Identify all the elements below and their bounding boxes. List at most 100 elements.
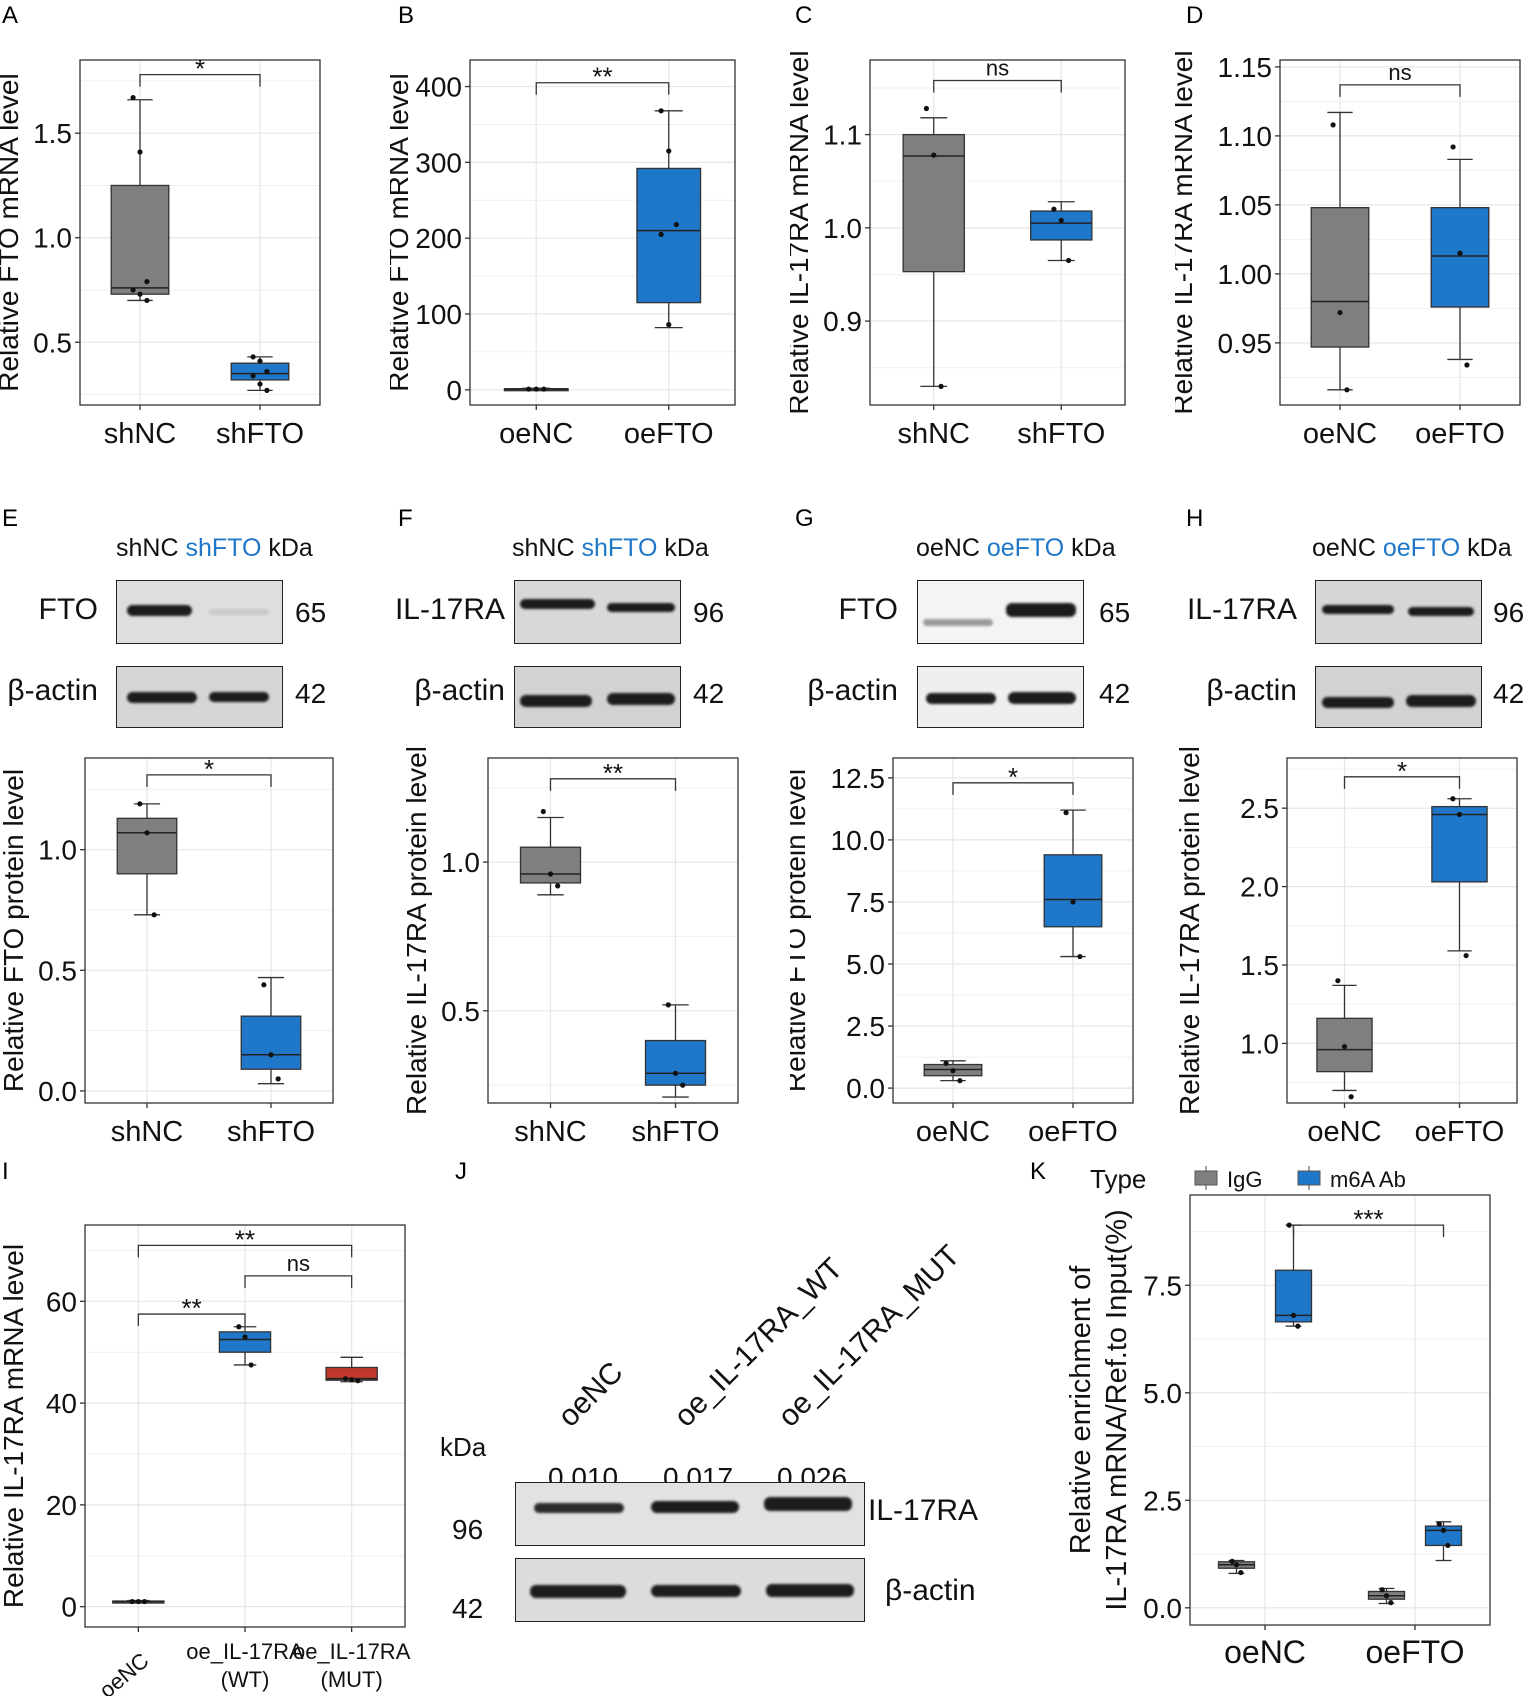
y-axis-label: Relative FTO mRNA level — [390, 73, 414, 391]
x-tick-label: oeFTO — [1415, 1116, 1505, 1148]
blot-target-label: β-actin — [1206, 674, 1297, 707]
blot-image — [917, 580, 1084, 644]
x-tick-label: oe_IL-17RA — [186, 1639, 304, 1664]
blot-lane-label: shFTO — [185, 534, 262, 562]
blot-lane-label: shFTO — [581, 534, 658, 562]
blot-lane-label: oe_IL-17RA_MUT — [771, 1238, 967, 1434]
blot-kda-value: 65 — [1099, 597, 1131, 628]
x-tick-label: oe_IL-17RA — [293, 1639, 411, 1664]
box — [519, 846, 582, 884]
data-point — [680, 1082, 686, 1088]
data-point — [666, 148, 672, 154]
kda-label: kDa — [1071, 534, 1116, 562]
chart-a: 0.5 1.0 1.5 shNC shFTO Relative FTO mRNA leve… — [0, 54, 321, 450]
blot-image — [116, 580, 283, 644]
significance-bracket — [137, 1313, 246, 1327]
data-point — [1379, 1587, 1385, 1593]
y-tick-label: 1.15 — [1218, 52, 1273, 83]
y-tick-label: 12.5 — [831, 763, 886, 794]
y-axis-label: Relative enrichment of — [1065, 1265, 1097, 1554]
data-point — [526, 386, 532, 392]
box — [636, 167, 702, 304]
data-point — [665, 1002, 671, 1008]
y-tick-label: 1.5 — [33, 118, 72, 149]
blot-target-label: β-actin — [414, 674, 505, 707]
western-blot-h: oeNC oeFTO kDa IL-17RA 96 β-actin 42 — [1175, 530, 1535, 740]
data-point — [250, 354, 256, 360]
significance-label: ** — [235, 1224, 255, 1254]
data-point — [137, 291, 143, 297]
y-tick-label: 300 — [415, 147, 462, 178]
chart-i: 0 20 40 60 oeNC oe_IL-17RA (WT) oe_IL-17RA (MUT)… — [0, 1224, 411, 1696]
y-tick-label: 0 — [446, 375, 462, 406]
significance-label: ** — [182, 1293, 202, 1323]
y-axis-label: Relative IL-17RA mRNA level — [1175, 50, 1198, 414]
data-point — [658, 108, 664, 114]
blot-image — [515, 1482, 865, 1546]
x-tick-label: shNC — [104, 418, 177, 450]
significance-label: ** — [592, 62, 612, 92]
data-point — [1463, 952, 1469, 959]
blot-kda-value: 42 — [1099, 678, 1131, 709]
data-point — [264, 387, 270, 393]
kda-label: kDa — [664, 534, 709, 562]
western-blot-e: shNC shFTO kDa FTO 65 β-actin 42 — [0, 530, 380, 740]
data-point — [1348, 1094, 1354, 1100]
x-tick-label: shNC — [514, 1116, 587, 1148]
panel-letter-h: H — [1186, 505, 1204, 532]
x-tick-label: oeFTO — [1415, 418, 1505, 450]
data-point — [1286, 1222, 1292, 1228]
chart-c: 0.9 1.0 1.1 shNC shFTO Relative IL-17RA mRNA … — [790, 50, 1126, 450]
data-point — [943, 1060, 949, 1066]
data-point — [1464, 362, 1470, 368]
legend-label: m6A Ab — [1330, 1167, 1406, 1192]
blot-kda-value: 42 — [452, 1593, 484, 1624]
significance-label: *** — [1353, 1204, 1383, 1234]
data-point — [1344, 387, 1350, 393]
data-point — [342, 1376, 349, 1382]
x-tick-label: oeFTO — [1028, 1116, 1118, 1148]
y-tick-label: 1.0 — [823, 213, 862, 244]
data-point — [144, 297, 150, 304]
significance-bracket — [1339, 84, 1461, 97]
y-tick-label: 0.0 — [1143, 1593, 1182, 1624]
y-tick-label: 1.0 — [1240, 1028, 1279, 1059]
significance-bracket — [933, 79, 1062, 93]
y-tick-label: 400 — [415, 72, 462, 103]
y-tick-label: 1.0 — [38, 835, 77, 866]
significance-bracket — [549, 778, 677, 791]
plot-border — [469, 59, 736, 406]
data-point — [130, 95, 136, 101]
x-tick-label: oeNC — [1303, 418, 1377, 450]
data-point — [1070, 899, 1076, 905]
significance-bracket — [535, 82, 670, 95]
y-axis-label: Relative IL-17RA protein level — [401, 748, 432, 1115]
legend-key — [1297, 1170, 1321, 1186]
data-point — [957, 1078, 963, 1084]
y-tick-label: 1.5 — [1240, 950, 1279, 981]
data-point — [555, 883, 561, 889]
data-point — [931, 152, 937, 158]
western-blot-f: shNC shFTO kDa IL-17RA 96 β-actin 42 — [385, 530, 775, 740]
legend-label: IgG — [1227, 1167, 1262, 1192]
plot-border — [487, 757, 739, 1104]
y-tick-label: 200 — [415, 223, 462, 254]
blot-target-label: FTO — [38, 593, 98, 626]
blot-image — [917, 666, 1084, 728]
significance-label: * — [1397, 756, 1407, 786]
x-tick-label: oeFTO — [624, 418, 714, 450]
data-point — [1445, 1542, 1451, 1549]
plot-border — [1286, 757, 1518, 1104]
significance-label: ns — [986, 56, 1009, 81]
blot-kda-value: 65 — [295, 597, 327, 628]
box — [240, 1015, 302, 1070]
data-point — [130, 287, 136, 293]
significance-bracket — [952, 782, 1074, 795]
box — [218, 1331, 272, 1353]
data-point — [1450, 796, 1456, 802]
x-tick-label: oeNC — [499, 418, 573, 450]
x-tick-label: (WT) — [221, 1667, 270, 1692]
data-point — [141, 1598, 148, 1605]
blot-lane-label: shNC — [116, 534, 179, 562]
blot-lane-label: oeFTO — [986, 534, 1065, 562]
